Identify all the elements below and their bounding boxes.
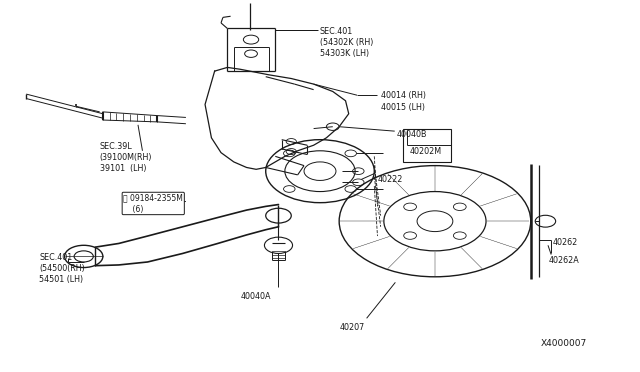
Text: 40040B: 40040B xyxy=(397,131,427,140)
Text: SEC.401
(54302K (RH)
54303K (LH): SEC.401 (54302K (RH) 54303K (LH) xyxy=(320,27,373,58)
Text: Ⓑ 09184-2355M
    (6): Ⓑ 09184-2355M (6) xyxy=(124,193,183,214)
Text: 40262: 40262 xyxy=(553,238,579,247)
Text: 40040A: 40040A xyxy=(240,292,271,301)
Text: 40207: 40207 xyxy=(339,323,364,332)
Text: 40262A: 40262A xyxy=(548,256,579,265)
Text: SEC.39L
(39100M(RH)
39101  (LH): SEC.39L (39100M(RH) 39101 (LH) xyxy=(100,141,152,173)
Text: 40222: 40222 xyxy=(378,175,403,184)
Bar xyxy=(403,129,451,162)
Text: 40014 (RH)
40015 (LH): 40014 (RH) 40015 (LH) xyxy=(381,92,426,112)
Text: X4000007: X4000007 xyxy=(540,339,587,348)
Text: 09184-2355M
(6): 09184-2355M (6) xyxy=(132,193,184,214)
Text: SEC.401
(54500(RH)
54501 (LH): SEC.401 (54500(RH) 54501 (LH) xyxy=(39,253,84,284)
Text: 40202M: 40202M xyxy=(410,147,442,156)
